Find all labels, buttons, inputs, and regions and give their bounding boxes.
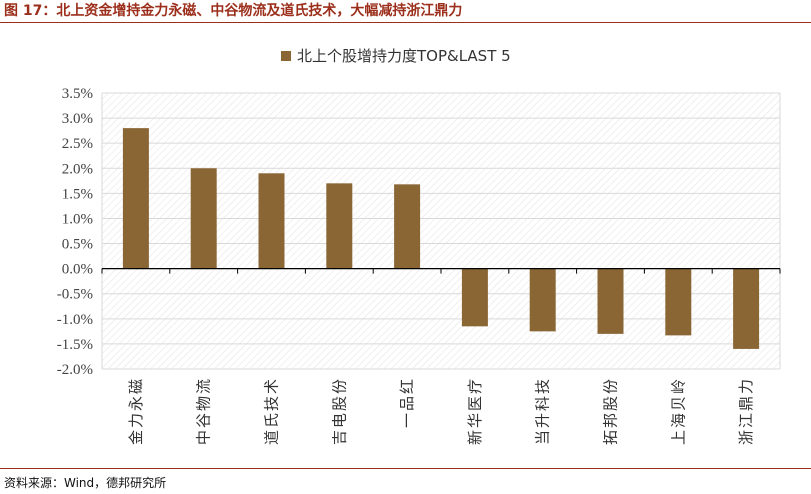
x-category-label: 当升科技 — [534, 377, 552, 445]
x-category-label: 道氏技术 — [263, 377, 281, 445]
bar — [394, 184, 421, 269]
bar — [529, 268, 556, 332]
y-tick-label: 0.0% — [62, 262, 93, 278]
chart-legend: 北上个股增持力度TOP&LAST 5 — [281, 47, 511, 65]
bar — [122, 128, 149, 269]
bar — [665, 268, 692, 336]
x-category-label: 金力永磁 — [127, 377, 145, 445]
y-tick-label: 0.5% — [62, 237, 93, 253]
x-category-label: 中谷物流 — [195, 377, 213, 445]
y-tick-label: 1.0% — [62, 211, 93, 227]
x-category-label: 一品红 — [398, 377, 416, 428]
x-category-label: 新华医疗 — [466, 377, 484, 445]
x-category-label: 拓邦股份 — [602, 377, 620, 445]
x-axis-labels: 金力永磁 中谷物流 道氏技术 吉电股份 一品红 新华医疗 当升科技 拓邦股份 上海贝岭 浙江鼎力 — [127, 377, 755, 445]
y-tick-label: 1.5% — [62, 186, 93, 202]
bar — [461, 268, 488, 327]
bars — [101, 128, 781, 349]
y-tick-label: 3.5% — [62, 86, 93, 102]
y-tick-label: -0.5% — [57, 287, 93, 303]
figure-title: 图 17：北上资金增持金力永磁、中谷物流及道氏技术，大幅减持浙江鼎力 — [4, 3, 463, 19]
legend-label: 北上个股增持力度TOP&LAST 5 — [297, 47, 511, 65]
bar-chart: 北上个股增持力度TOP&LAST 5 3.5% 3.0% 2.5% 2.0% 1.5% 1… — [57, 47, 781, 445]
y-tick-label: -2.0% — [57, 362, 93, 378]
bar — [258, 173, 285, 269]
x-category-label: 浙江鼎力 — [737, 377, 755, 445]
y-tick-label: -1.5% — [57, 337, 93, 353]
bar — [597, 268, 624, 334]
x-category-label: 吉电股份 — [330, 377, 348, 445]
y-tick-label: -1.0% — [57, 312, 93, 328]
y-tick-label: 2.5% — [62, 136, 93, 152]
bar — [733, 268, 760, 349]
source-rule — [0, 468, 811, 469]
title-rule — [0, 22, 811, 23]
source-note: 资料来源：Wind，德邦研究所 — [4, 476, 167, 490]
y-tick-label: 2.0% — [62, 161, 93, 177]
y-tick-label: 3.0% — [62, 111, 93, 127]
x-category-label: 上海贝岭 — [669, 377, 687, 445]
y-axis-ticks: 3.5% 3.0% 2.5% 2.0% 1.5% 1.0% 0.5% 0.0% -0.5% -1.… — [57, 86, 93, 378]
bar — [190, 168, 217, 269]
bar — [326, 183, 353, 269]
legend-swatch — [281, 51, 291, 61]
